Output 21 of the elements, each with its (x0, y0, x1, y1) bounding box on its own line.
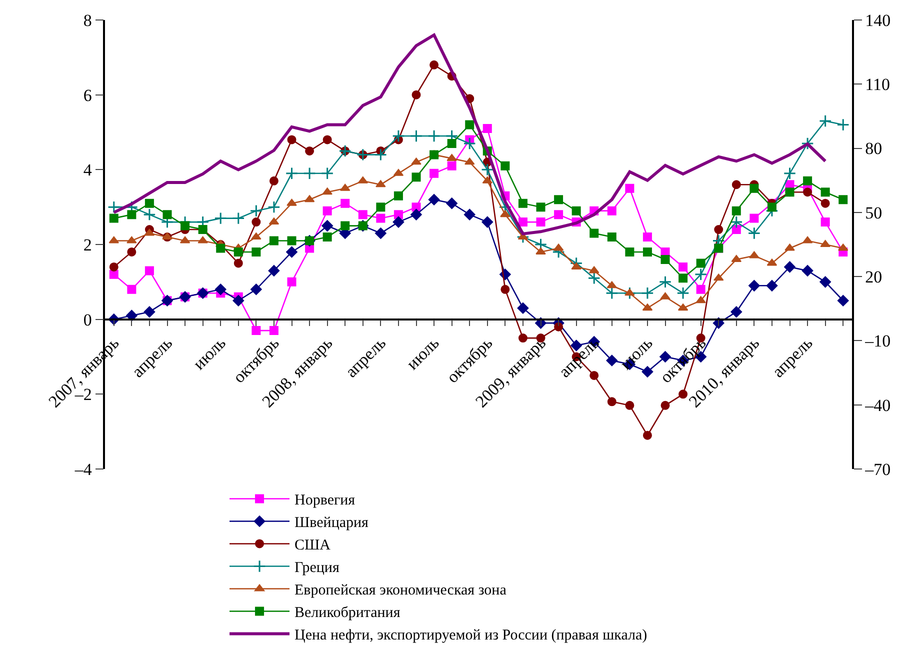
legend-label: Европейская экономическая зона (294, 582, 507, 599)
y2-tick-label: 80 (865, 139, 882, 158)
y2-tick-label: 110 (865, 75, 890, 94)
y-tick-label: 6 (83, 86, 92, 105)
y-tick-label: 8 (83, 10, 92, 30)
y2-tick-label: 20 (865, 268, 882, 287)
y-tick-label: 4 (83, 160, 92, 180)
legend-label: Норвегия (294, 492, 356, 509)
y2-tick-label: 50 (865, 203, 882, 222)
y-tick-label: 2 (83, 235, 92, 254)
y-tick-label: –4 (74, 460, 92, 479)
legend-label: Швейцария (294, 515, 369, 532)
y2-tick-label: –10 (864, 332, 891, 351)
legend-label: Великобритания (294, 605, 400, 622)
legend-label: Греция (294, 560, 340, 576)
y2-tick-label: 140 (865, 10, 891, 30)
y2-tick-label: –40 (864, 396, 891, 415)
legend-label: Цена нефти, экспортируемой из России (правая шкала) (294, 628, 648, 644)
y2-tick-label: –70 (864, 460, 891, 479)
y-tick-label: 0 (83, 310, 92, 330)
legend-label: США (294, 538, 331, 554)
